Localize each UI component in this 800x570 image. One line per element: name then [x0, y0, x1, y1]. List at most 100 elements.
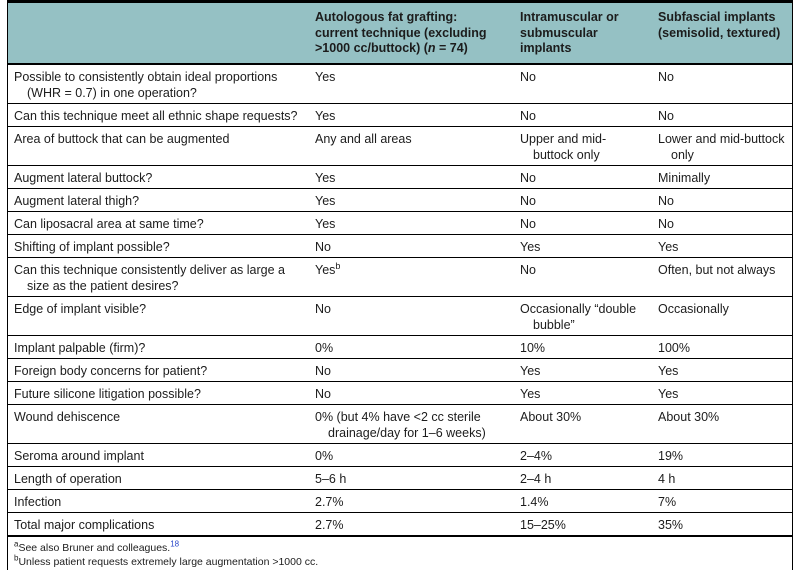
cell-line: About 30% [658, 409, 788, 425]
cell-line: Length of operation [14, 471, 306, 487]
cell-line: Yes [658, 386, 788, 402]
cell-text: No [520, 108, 536, 123]
cell-line: 4 h [658, 471, 788, 487]
cell-line: No [315, 239, 511, 255]
header-line: Autologous fat grafting: [315, 10, 458, 24]
fat-grafting-cell: Yes [310, 188, 515, 212]
table-row: Area of buttock that can be augmented Any… [8, 126, 792, 166]
table-row: Future silicone litigation possible? No Ye… [8, 381, 792, 405]
cell-line: Yesb [315, 261, 511, 278]
cell-text: 10% [520, 340, 546, 355]
row-label-cell: Shifting of implant possible? [8, 234, 310, 258]
cell-text: 2.7% [315, 517, 344, 532]
reference-link-18[interactable]: 18 [170, 539, 180, 548]
cell-line: 19% [658, 448, 788, 464]
cell-text: 2–4% [520, 448, 552, 463]
intramuscular-cell: Yes [515, 358, 653, 382]
intramuscular-cell: No [515, 211, 653, 235]
cell-line: Yes [658, 363, 788, 379]
cell-text: Yes [315, 69, 336, 84]
cell-line: Occasionally “double [520, 301, 649, 317]
subfascial-cell: 35% [653, 512, 792, 537]
cell-line: 10% [520, 340, 649, 356]
cell-text: Length of operation [14, 471, 122, 486]
fat-grafting-cell: Yes [310, 211, 515, 235]
footnote-marker-b: b [14, 553, 19, 562]
header-line: (semisolid, textured) [658, 25, 781, 40]
cell-line: 2.7% [315, 517, 511, 533]
cell-line: Yes [315, 69, 511, 85]
cell-line: Yes [520, 386, 649, 402]
table-header: Autologous fat grafting: current techniq… [8, 3, 792, 65]
cell-text: No [658, 193, 674, 208]
subfascial-cell: No [653, 211, 792, 235]
cell-line: Lower and mid-buttock [658, 131, 788, 147]
italic-n: n [427, 41, 436, 55]
cell-line: 100% [658, 340, 788, 356]
table-row: Can liposacral area at same time? Yes No No [8, 211, 792, 235]
cell-line: buttock only [520, 147, 649, 163]
header-empty-cell [8, 3, 310, 65]
header-fat-grafting-cell: Autologous fat grafting: current techniq… [310, 3, 515, 65]
cell-text: drainage/day for 1–6 weeks) [328, 425, 486, 440]
table-row: Augment lateral buttock? Yes No Minimally [8, 165, 792, 189]
intramuscular-cell: No [515, 103, 653, 127]
cell-text: Augment lateral buttock? [14, 170, 153, 185]
cell-text: Possible to consistently obtain ideal pr… [14, 69, 278, 84]
cell-line: No [520, 108, 649, 124]
cell-line: (WHR = 0.7) in one operation? [14, 85, 306, 101]
cell-text: 1.4% [520, 494, 549, 509]
cell-text: Occasionally “double [520, 301, 637, 316]
cell-line: Occasionally [658, 301, 788, 317]
comparison-table: Autologous fat grafting: current techniq… [8, 3, 792, 537]
subfascial-cell: 100% [653, 335, 792, 359]
row-label-cell: Augment lateral thigh? [8, 188, 310, 212]
cell-line: Yes [520, 363, 649, 379]
row-label-cell: Seroma around implant [8, 443, 310, 467]
footnote-a: aSee also Bruner and colleagues.18 [14, 539, 786, 555]
footnote-marker-a: a [14, 539, 19, 548]
cell-line: No [315, 301, 511, 317]
cell-text: 5–6 h [315, 471, 347, 486]
cell-line: No [520, 69, 649, 85]
cell-text: Yes [520, 386, 541, 401]
footnote-text: See also Bruner and colleagues. [18, 541, 171, 554]
cell-text: 19% [658, 448, 684, 463]
footnote-b: bUnless patient requests extremely large… [14, 553, 786, 569]
cell-line: Can liposacral area at same time? [14, 216, 306, 232]
cell-line: No [520, 170, 649, 186]
intramuscular-cell: 15–25% [515, 512, 653, 537]
row-label-cell: Can this technique meet all ethnic shape… [8, 103, 310, 127]
cell-text: No [315, 386, 331, 401]
cell-line: Augment lateral thigh? [14, 193, 306, 209]
cell-text: No [658, 216, 674, 231]
table-row: Can this technique consistently deliver … [8, 257, 792, 297]
fat-grafting-cell: 0% [310, 443, 515, 467]
cell-text: Yes [520, 363, 541, 378]
cell-text: (WHR = 0.7) in one operation? [27, 85, 197, 100]
cell-line: 2–4% [520, 448, 649, 464]
cell-text: Yes [315, 216, 336, 231]
cell-line: Yes [658, 239, 788, 255]
header-line: Subfascial implants [658, 10, 776, 24]
cell-line: 15–25% [520, 517, 649, 533]
row-label-cell: Area of buttock that can be augmented [8, 126, 310, 166]
cell-text: 35% [658, 517, 684, 532]
cell-line: Total major complications [14, 517, 306, 533]
subfascial-cell: Yes [653, 234, 792, 258]
cell-text: 0% [315, 448, 334, 463]
cell-text: Can this technique meet all ethnic shape… [14, 108, 298, 123]
footnotes: aSee also Bruner and colleagues.18 bUnle… [8, 537, 792, 570]
fat-grafting-cell: 2.7% [310, 489, 515, 513]
cell-line: No [520, 262, 649, 278]
cell-line: No [520, 193, 649, 209]
cell-text: size as the patient desires? [27, 278, 179, 293]
cell-line: 7% [658, 494, 788, 510]
intramuscular-cell: 2–4 h [515, 466, 653, 490]
table-row: Wound dehiscence 0% (but 4% have <2 cc st… [8, 404, 792, 444]
table-row: Implant palpable (firm)? 0% 10% 100% [8, 335, 792, 359]
cell-line: Augment lateral buttock? [14, 170, 306, 186]
cell-line: bubble” [520, 317, 649, 333]
row-label-cell: Wound dehiscence [8, 404, 310, 444]
header-line: implants [520, 41, 572, 55]
